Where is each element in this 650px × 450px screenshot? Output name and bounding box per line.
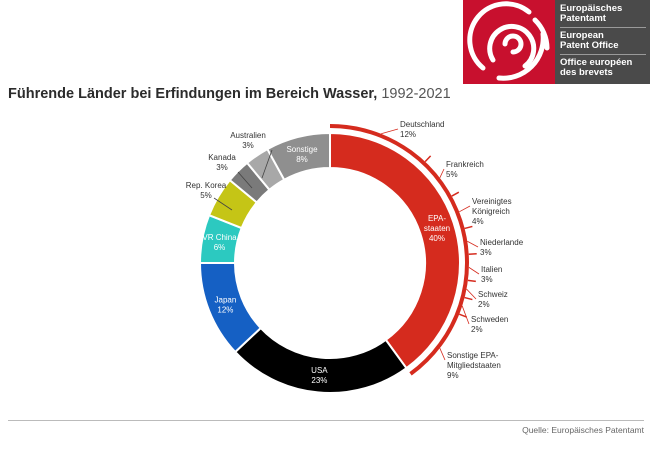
slice-value-australien: 3% [242, 141, 254, 150]
epo-label-frankreich: Frankreich [446, 160, 484, 169]
epo-value-frankreich: 5% [446, 170, 458, 179]
epo-bracket-tick [464, 296, 473, 301]
epo-label-niederlande: Niederlande [480, 238, 524, 247]
epo-label-deutschland: Deutschland [400, 120, 444, 129]
epo-label-italien: Italien [481, 265, 502, 274]
epo-leader-schweiz [466, 288, 477, 300]
slice-sonstige [266, 131, 331, 182]
slice-value-vr-china: 6% [214, 243, 226, 252]
epo-value-vereinigtes-k-nigreich: 4% [472, 217, 484, 226]
epo-label-sonstige-epa-mitgliedstaaten: Mitgliedstaaten [447, 361, 501, 370]
slice-value-kanada: 3% [216, 163, 228, 172]
epo-leader-italien [468, 267, 480, 275]
slice-label-australien: Australien [230, 131, 266, 140]
epo-bracket-tick [464, 225, 473, 230]
logo-separator [560, 54, 646, 55]
logo-line-4: Patent Office [560, 40, 619, 51]
epo-leader-niederlande [467, 240, 479, 248]
slice-value-epa-staaten: 40% [429, 234, 445, 243]
slice-label-kanada: Kanada [208, 153, 236, 162]
epo-leader-frankreich [439, 168, 445, 178]
source-note: Quelle: Europäisches Patentamt [522, 425, 644, 435]
epo-label-vereinigtes-k-nigreich: Vereinigtes [472, 197, 512, 206]
epo-value-schweden: 2% [471, 325, 483, 334]
epo-leader-sonstige-epa-mitgliedstaaten [439, 348, 446, 361]
epo-logo-text: Europäisches Patentamt European Patent O… [555, 0, 650, 84]
leader-line-rep-korea [213, 197, 233, 211]
epo-bracket-tick [424, 155, 432, 163]
slice-label-japan: Japan [215, 295, 237, 304]
logo-line-5: Office européen [560, 57, 633, 68]
epo-leader-vereinigtes-k-nigreich [459, 205, 471, 213]
epo-arcs-icon [467, 1, 550, 81]
epo-bracket-tick [458, 313, 467, 318]
slice-epa-staaten [329, 131, 461, 370]
slice-label-rep-korea: Rep. Korea [186, 181, 227, 190]
chart-title-text: Führende Länder bei Erfindungen im Berei… [8, 86, 378, 102]
leader-line-australien [261, 149, 273, 179]
bottom-divider [8, 420, 644, 421]
epo-logo: Europäisches Patentamt European Patent O… [463, 0, 650, 84]
slice-label-epa-staaten: EPA- [428, 214, 446, 223]
epo-leader-deutschland [381, 128, 399, 135]
logo-separator [560, 27, 646, 28]
epo-bracket-tick [468, 253, 477, 256]
epo-value-deutschland: 12% [400, 130, 416, 139]
epo-label-sonstige-epa-mitgliedstaaten: Sonstige EPA- [447, 351, 499, 360]
epo-value-niederlande: 3% [480, 248, 492, 257]
slice-value-japan: 12% [217, 305, 233, 314]
epo-logo-mark [463, 0, 555, 84]
leader-line-kanada [237, 171, 253, 189]
epo-value-italien: 3% [481, 275, 493, 284]
epo-leader-schweden [461, 305, 470, 325]
slice-value-usa: 23% [311, 376, 327, 385]
epo-value-sonstige-epa-mitgliedstaaten: 9% [447, 371, 459, 380]
epo-bracket-tick [451, 191, 460, 197]
slice-label-usa: USA [311, 366, 328, 375]
epo-label-vereinigtes-k-nigreich: Königreich [472, 207, 510, 216]
logo-line-1: Europäisches [560, 3, 623, 14]
epo-bracket-arc [329, 124, 469, 376]
slice-label-epa-staaten: staaten [424, 224, 450, 233]
slice-label-sonstige: Sonstige [286, 145, 318, 154]
epo-label-schweiz: Schweiz [478, 290, 508, 299]
slice-value-sonstige: 8% [296, 155, 308, 164]
epo-value-schweiz: 2% [478, 300, 490, 309]
chart-title-years: 1992-2021 [381, 86, 451, 102]
logo-line-2: Patentamt [560, 13, 606, 24]
epo-bracket-tick [467, 279, 476, 283]
slice-value-rep-korea: 5% [200, 191, 212, 200]
slice-label-vr-china: VR China [202, 233, 237, 242]
epo-label-schweden: Schweden [471, 315, 508, 324]
chart-title: Führende Länder bei Erfindungen im Berei… [8, 86, 451, 102]
logo-line-6: des brevets [560, 67, 613, 78]
logo-line-3: European [560, 30, 604, 41]
